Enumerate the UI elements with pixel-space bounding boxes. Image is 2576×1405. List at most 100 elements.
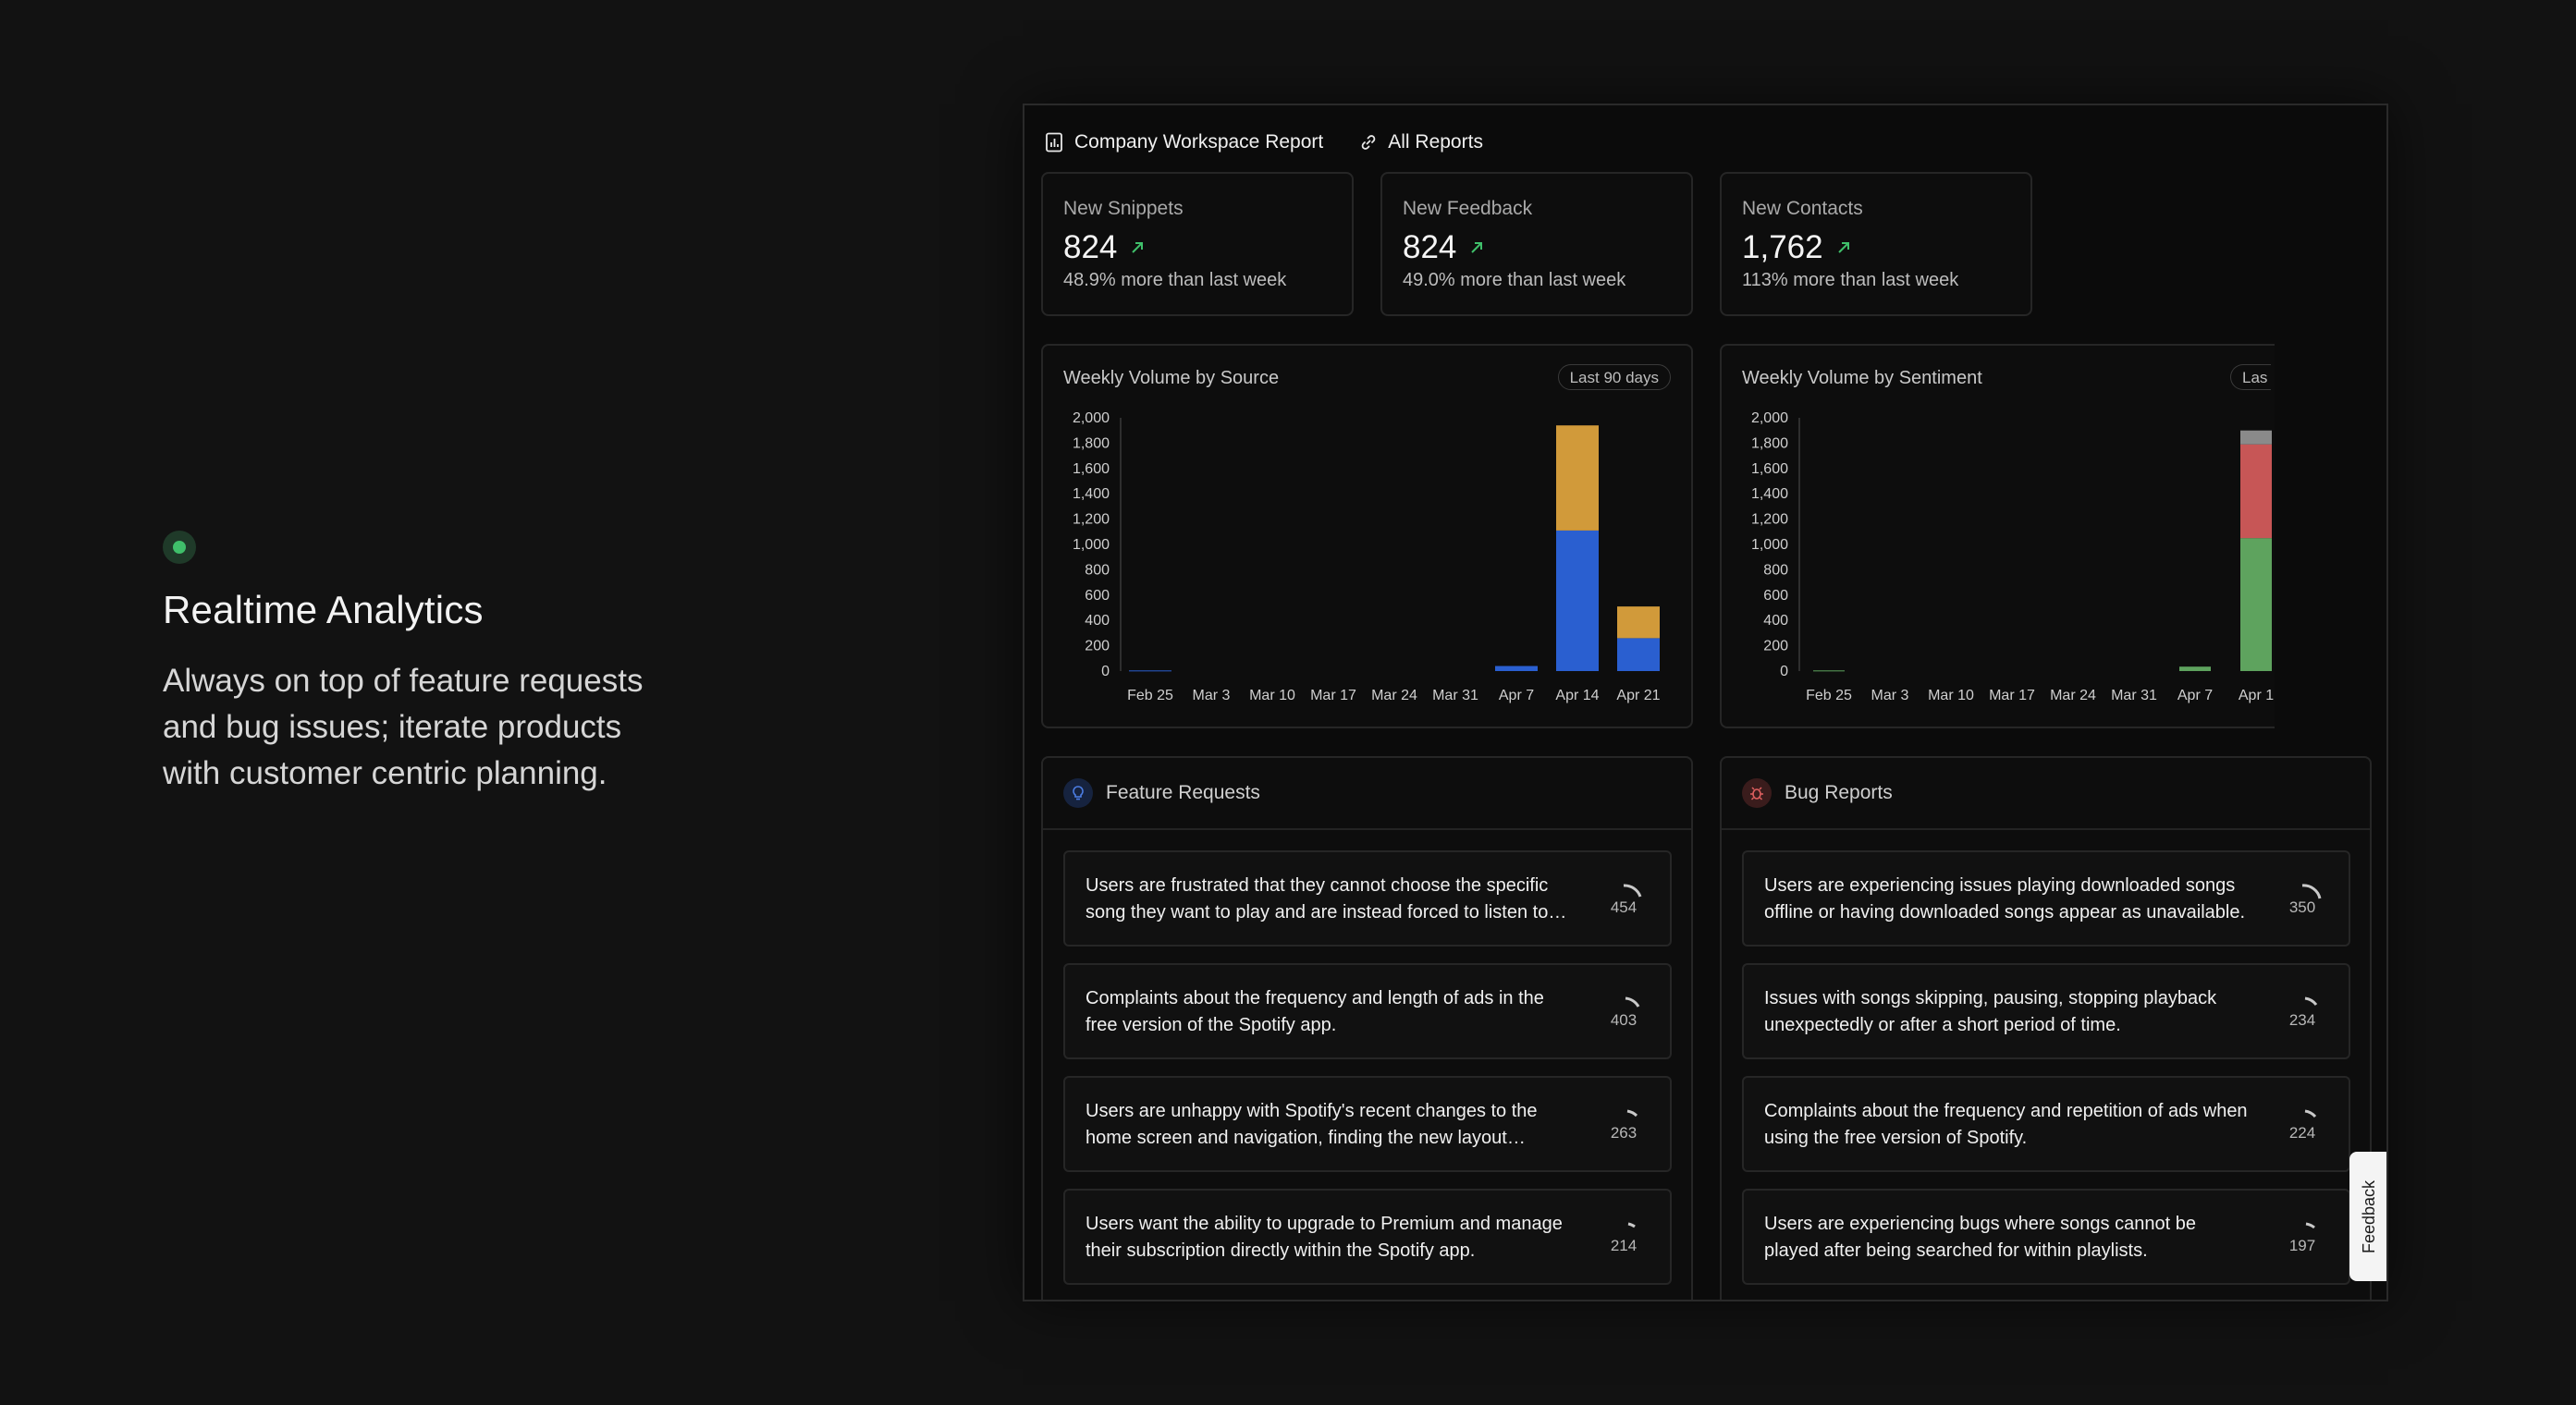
stat-card-snippets: New Snippets 824 48.9% more than last we… <box>1041 172 1354 316</box>
hero-title: Realtime Analytics <box>163 588 484 631</box>
bar-segment <box>2240 444 2272 539</box>
progress-arc-icon <box>2305 1222 2315 1229</box>
stat-number: 824 <box>1063 229 1118 265</box>
stat-number: 824 <box>1403 229 1457 265</box>
progress-arc-icon <box>1625 996 1640 1008</box>
item-count-value: 403 <box>1610 1011 1638 1029</box>
list-item[interactable]: Complaints about the frequency and repet… <box>1742 1076 2350 1172</box>
item-text: Issues with songs skipping, pausing, sto… <box>1764 988 2217 1035</box>
report-toolbar: Company Workspace Report All Reports <box>1045 126 1483 159</box>
list-item[interactable]: Users are frustrated that they cannot ch… <box>1063 850 1672 947</box>
x-tick-label: Apr 7 <box>1499 688 1534 703</box>
x-tick-label: Mar 10 <box>1928 688 1974 703</box>
item-count-value: 350 <box>2288 898 2316 916</box>
bar-segment <box>1813 670 1845 672</box>
list-item[interactable]: Users are experiencing bugs where songs … <box>1742 1189 2350 1285</box>
stat-change: 113% more than last week <box>1742 270 1959 290</box>
bar-segment <box>1617 638 1660 671</box>
bar-chart-source: 2,000 1,800 1,600 1,400 1,200 1,000 800 600 400 2… <box>1073 410 1661 703</box>
x-tick-label: Feb 25 <box>1127 688 1173 703</box>
y-tick-label: 600 <box>1763 588 1788 604</box>
x-tick-label: Apr 7 <box>2177 688 2213 703</box>
bar-segment <box>2240 538 2272 671</box>
bar-segment <box>2179 666 2211 671</box>
bar-segment <box>1495 666 1538 671</box>
all-reports-link[interactable]: All Reports <box>1360 131 1483 153</box>
report-title-button[interactable]: Company Workspace Report <box>1045 131 1323 153</box>
item-count: 214 <box>1603 1216 1650 1261</box>
item-text: Users are unhappy with Spotify's recent … <box>1086 1101 1538 1148</box>
list-item[interactable]: Users are unhappy with Spotify's recent … <box>1063 1076 1672 1172</box>
panel-header: Bug Reports <box>1722 758 2370 830</box>
bar-segment <box>2240 430 2272 445</box>
x-tick-label: Mar 17 <box>1989 688 2035 703</box>
stat-label: New Contacts <box>1742 198 1863 219</box>
feedback-tab-button[interactable]: Feedback <box>2349 1152 2386 1281</box>
list-item[interactable]: Issues with songs skipping, pausing, sto… <box>1742 963 2350 1059</box>
x-tick-label: Apr 21 <box>1616 688 1660 703</box>
stat-change: 48.9% more than last week <box>1063 270 1287 290</box>
y-tick-label: 200 <box>1085 639 1110 654</box>
bar-segment <box>1556 530 1599 671</box>
item-count: 403 <box>1603 991 1650 1035</box>
y-tick-label: 1,200 <box>1073 512 1110 528</box>
x-tick-label: Mar 24 <box>1371 688 1417 703</box>
item-count: 234 <box>2282 991 2328 1035</box>
panel-header: Feature Requests <box>1043 758 1691 830</box>
trend-up-icon <box>1132 242 1144 253</box>
x-tick-label: Mar 3 <box>1193 688 1231 703</box>
y-tick-label: 1,000 <box>1751 537 1788 553</box>
item-count-value: 263 <box>1610 1124 1638 1142</box>
progress-arc-icon <box>2304 1109 2317 1118</box>
y-tick-label: 2,000 <box>1751 410 1788 426</box>
y-tick-label: 1,800 <box>1073 435 1110 451</box>
item-text: Users are frustrated that they cannot ch… <box>1086 875 1549 922</box>
y-tick-label: 1,000 <box>1073 537 1110 553</box>
progress-arc-icon <box>1627 1222 1636 1228</box>
trend-up-icon <box>1471 242 1483 253</box>
y-tick-label: 800 <box>1763 562 1788 578</box>
stat-card-contacts: New Contacts 1,762 113% more than last w… <box>1720 172 2032 316</box>
panel-title: Bug Reports <box>1785 782 1893 803</box>
lightbulb-icon <box>1063 778 1093 808</box>
item-text: Users want the ability to upgrade to Pre… <box>1086 1214 1563 1261</box>
bar-segment <box>1129 670 1171 672</box>
stat-number: 1,762 <box>1742 229 1823 265</box>
chart-title: Weekly Volume by Sentiment <box>1742 368 1982 388</box>
stat-value: 824 <box>1063 229 1145 266</box>
x-tick-label: Mar 31 <box>2111 688 2157 703</box>
y-tick-label: 1,200 <box>1751 512 1788 528</box>
list-item[interactable]: Users are experiencing issues playing do… <box>1742 850 2350 947</box>
date-range-filter[interactable]: Las <box>2230 364 2272 390</box>
list-item[interactable]: Users want the ability to upgrade to Pre… <box>1063 1189 1672 1285</box>
hero-description: Always on top of feature requests and bu… <box>163 663 644 791</box>
chart-card-sentiment: Weekly Volume by Sentiment Las 2,000 1,80… <box>1720 344 2275 728</box>
item-count: 350 <box>2282 878 2328 922</box>
list-item[interactable]: Complaints about the frequency and lengt… <box>1063 963 1672 1059</box>
x-tick-label: Feb 25 <box>1806 688 1852 703</box>
x-tick-label: Apr 1 <box>2239 688 2274 703</box>
y-tick-label: 600 <box>1085 588 1110 604</box>
feature-requests-panel: Feature Requests Users are frustrated th… <box>1041 756 1693 1300</box>
item-count-value: 214 <box>1610 1237 1638 1254</box>
stat-label: New Feedback <box>1403 198 1533 219</box>
y-tick-label: 400 <box>1763 613 1788 629</box>
stat-change: 49.0% more than last week <box>1403 270 1626 290</box>
y-tick-label: 0 <box>1101 664 1110 679</box>
item-text: Complaints about the frequency and lengt… <box>1086 988 1544 1035</box>
status-indicator <box>163 531 196 564</box>
item-text: Users are experiencing bugs where songs … <box>1764 1214 2196 1261</box>
x-tick-label: Mar 3 <box>1871 688 1909 703</box>
progress-arc-icon <box>2304 996 2318 1006</box>
date-range-filter[interactable]: Last 90 days <box>1557 364 1671 390</box>
item-count: 224 <box>2282 1104 2328 1148</box>
stat-card-feedback: New Feedback 824 49.0% more than last we… <box>1380 172 1693 316</box>
item-count-value: 234 <box>2288 1011 2316 1029</box>
y-tick-label: 1,400 <box>1751 486 1788 502</box>
item-count-value: 197 <box>2288 1237 2316 1254</box>
x-tick-label: Apr 14 <box>1555 688 1599 703</box>
y-tick-label: 2,000 <box>1073 410 1110 426</box>
stat-label: New Snippets <box>1063 198 1184 219</box>
bar-segment <box>1556 425 1599 531</box>
y-tick-label: 200 <box>1763 639 1788 654</box>
